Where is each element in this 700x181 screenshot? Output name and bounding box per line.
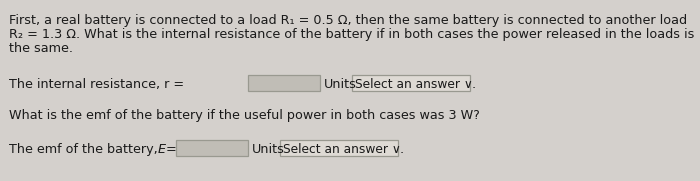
Text: $\mathit{E}$: $\mathit{E}$ [157,143,167,156]
Text: The emf of the battery,: The emf of the battery, [9,143,162,156]
Text: Select an answer ∨: Select an answer ∨ [355,78,473,91]
Text: Units: Units [324,78,357,91]
Bar [176,140,248,156]
Text: Units: Units [252,143,285,156]
Text: First, a real battery is connected to a load R₁ = 0.5 Ω, then the same battery i: First, a real battery is connected to a … [9,14,687,27]
Text: Select an answer ∨: Select an answer ∨ [283,143,401,156]
Text: the same.: the same. [9,42,73,55]
Bar [280,140,398,156]
Bar [352,75,470,91]
Text: .: . [400,143,404,156]
Bar [248,75,320,91]
Text: .: . [472,78,476,91]
Text: The internal resistance, r =: The internal resistance, r = [9,78,184,91]
Text: What is the emf of the battery if the useful power in both cases was 3 W?: What is the emf of the battery if the us… [9,109,480,122]
Text: =: = [166,143,176,156]
Text: R₂ = 1.3 Ω. What is the internal resistance of the battery if in both cases the : R₂ = 1.3 Ω. What is the internal resista… [9,28,694,41]
